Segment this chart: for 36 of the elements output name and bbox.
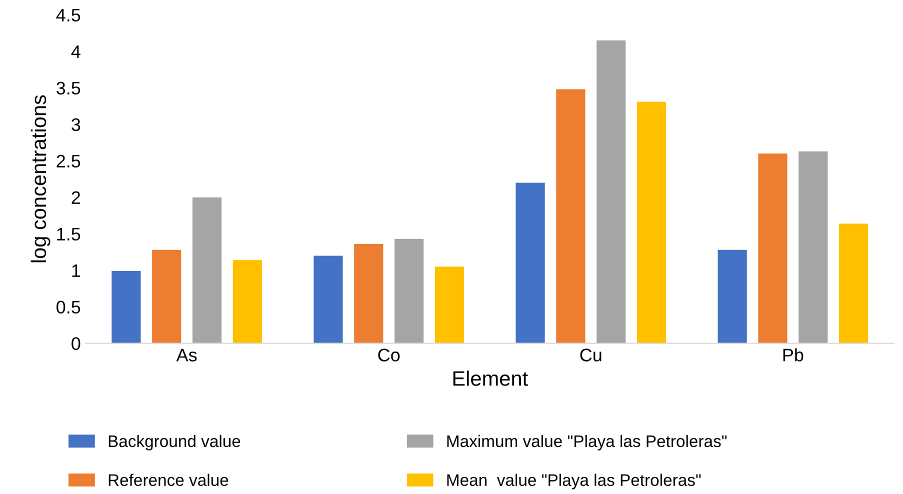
x-tick-label: As — [176, 348, 197, 362]
y-tick-label: 4.5 — [56, 8, 80, 22]
x-axis-title: Element — [453, 370, 528, 386]
y-tick-label: 3 — [72, 118, 80, 132]
y-tick-label: 2 — [72, 191, 80, 204]
bar — [434, 266, 464, 344]
y-tick-label: 0 — [72, 337, 80, 350]
legend-label: Mean value "Playa las Petroleras" — [447, 474, 701, 490]
bar — [636, 102, 666, 344]
bar — [718, 250, 747, 344]
bar — [112, 271, 141, 344]
y-tick-label: 1.5 — [57, 228, 80, 241]
bar — [314, 256, 343, 344]
bar — [798, 151, 828, 344]
y-tick-label: 4 — [71, 45, 80, 58]
bar — [839, 224, 868, 344]
bar — [516, 182, 545, 344]
bar — [596, 40, 626, 344]
y-tick-label: 1 — [72, 264, 80, 277]
y-tick-label: 2.5 — [56, 154, 80, 168]
x-tick-label: Co — [378, 348, 400, 362]
y-axis-title: log concentrations — [30, 95, 50, 262]
x-tick-label: Pb — [783, 348, 804, 362]
bar — [758, 154, 788, 344]
bar — [192, 197, 222, 344]
x-tick-label: Cu — [580, 348, 602, 362]
bar — [232, 260, 262, 344]
bar — [394, 238, 424, 344]
y-tick-label: 0.5 — [56, 300, 80, 314]
y-tick-label: 3.5 — [56, 82, 80, 95]
bar — [152, 250, 182, 344]
bar — [354, 244, 384, 344]
legend-label: Background value — [108, 434, 240, 450]
legend-label: Maximum value "Playa las Petroleras" — [447, 434, 727, 450]
bar — [556, 89, 586, 344]
legend-label: Reference value — [108, 474, 228, 486]
